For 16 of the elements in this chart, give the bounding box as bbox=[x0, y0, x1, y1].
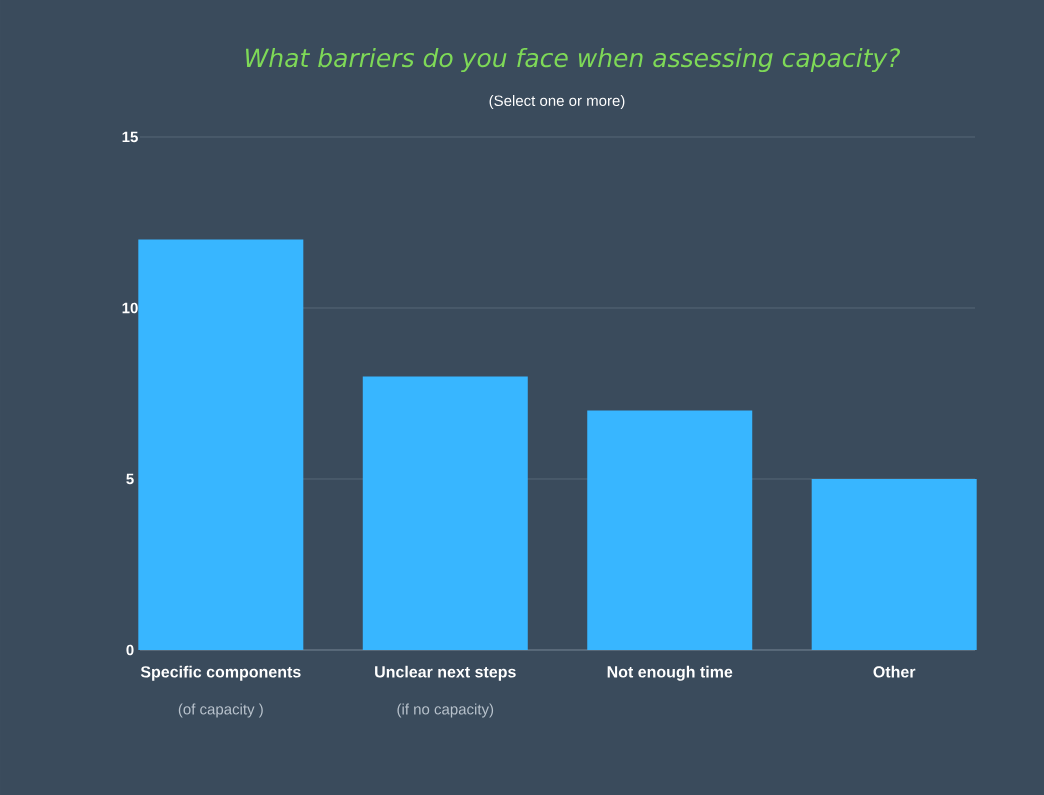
x-tick-label: Other bbox=[873, 665, 916, 678]
chart-title: What barriers do you face when assessing capacity? bbox=[246, 47, 901, 73]
y-tick-label: 5 bbox=[126, 473, 134, 485]
text: (of capacity ) bbox=[178, 703, 263, 718]
x-tick-label: Unclear next steps bbox=[375, 665, 516, 681]
bar bbox=[587, 410, 753, 650]
y-tick-label: 10 bbox=[122, 302, 138, 314]
x-tick-label: Specific components bbox=[140, 665, 301, 681]
bar bbox=[811, 478, 977, 650]
y-tick-label: 15 bbox=[122, 131, 138, 143]
x-tick-label: Not enough time bbox=[607, 665, 733, 681]
bar bbox=[362, 376, 528, 650]
text: (if no capacity) bbox=[397, 703, 494, 718]
y-tick-label: 0 bbox=[126, 644, 134, 656]
bar bbox=[138, 239, 304, 650]
chart-subtitle: (Select one or more) bbox=[489, 95, 625, 109]
